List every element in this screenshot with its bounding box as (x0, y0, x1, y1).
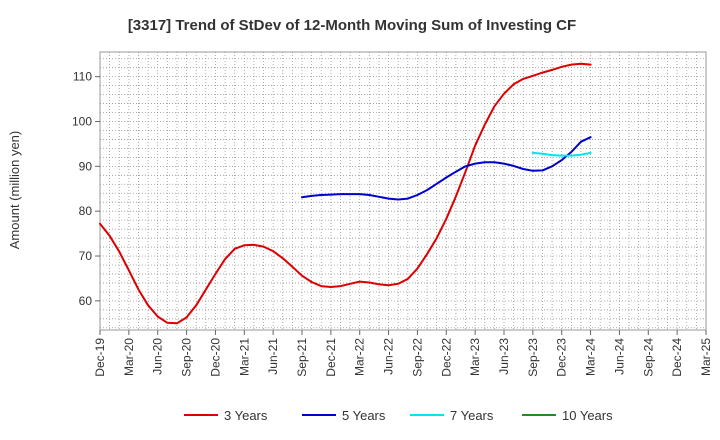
x-tick-label: Jun-20 (151, 338, 165, 375)
x-tick-label: Dec-22 (439, 338, 453, 377)
x-tick-label: Mar-24 (584, 338, 598, 376)
y-axis-label: Amount (million yen) (7, 131, 22, 250)
series-line (531, 151, 592, 157)
y-tick-label: 90 (79, 159, 93, 173)
y-tick-label: 110 (73, 70, 92, 84)
legend-label: 3 Years (224, 408, 268, 423)
series-group (99, 62, 592, 325)
y-axis: 60 70 80 90 100 110 (72, 70, 100, 308)
legend-label: 10 Years (562, 408, 613, 423)
x-tick-label: Jun-23 (497, 338, 511, 375)
legend-label: 5 Years (342, 408, 386, 423)
legend-label: 7 Years (450, 408, 494, 423)
y-tick-label: 60 (79, 294, 93, 308)
x-tick-label: Sep-24 (641, 338, 655, 377)
x-tick-label: Mar-22 (353, 338, 367, 376)
x-tick-label: Jun-21 (266, 338, 280, 375)
x-tick-label: Mar-23 (468, 338, 482, 376)
plot-area (99, 51, 707, 331)
x-tick-label: Sep-20 (180, 338, 194, 377)
x-tick-label: Sep-22 (410, 338, 424, 377)
x-tick-label: Jun-22 (382, 338, 396, 375)
x-tick-label: Mar-20 (122, 338, 136, 376)
y-tick-label: 100 (72, 115, 92, 129)
x-tick-label: Jun-24 (612, 338, 626, 375)
y-tick-label: 80 (79, 204, 93, 218)
series-line (99, 62, 592, 325)
x-tick-label: Dec-24 (670, 338, 684, 377)
x-tick-label: Sep-23 (526, 338, 540, 377)
x-tick-label: Mar-21 (237, 338, 251, 376)
y-tick-label: 70 (79, 249, 93, 263)
x-tick-label: Dec-20 (208, 338, 222, 377)
x-axis: Dec-19 Mar-20 Jun-20 Sep-20 Dec-20 Mar-21 Jun-… (93, 330, 713, 377)
x-tick-label: Sep-21 (295, 338, 309, 377)
x-tick-label: Mar-25 (699, 338, 713, 376)
legend: 3 Years 5 Years 7 Years 10 Years (184, 408, 613, 423)
x-tick-label: Dec-23 (555, 338, 569, 377)
grid (100, 52, 706, 330)
chart-title: [3317] Trend of StDev of 12-Month Moving… (128, 17, 576, 34)
x-tick-label: Dec-21 (324, 338, 338, 377)
x-tick-label: Dec-19 (93, 338, 107, 377)
series-line (301, 136, 592, 201)
